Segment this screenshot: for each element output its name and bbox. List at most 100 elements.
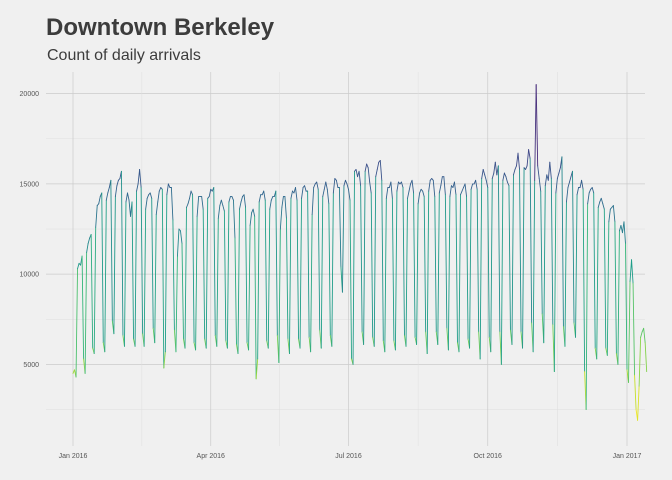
series-line-segment bbox=[550, 178, 554, 326]
series-line-segment bbox=[593, 192, 596, 349]
series-line-segment bbox=[349, 199, 352, 360]
series-line-segment bbox=[497, 165, 501, 333]
series-line-segment bbox=[438, 185, 442, 194]
series-line-segment bbox=[304, 185, 307, 192]
series-line-segment bbox=[532, 179, 536, 353]
series-line-segment bbox=[310, 214, 313, 353]
series-line-segment bbox=[338, 187, 342, 268]
series-line-segment bbox=[538, 178, 542, 192]
x-axis-tick-labels: Jan 2016 Apr 2016 Jul 2016 Oct 2016 Jan 2017 bbox=[59, 453, 642, 460]
series-line-segment bbox=[437, 192, 440, 345]
series-line-segment bbox=[364, 163, 368, 172]
series-line-segment bbox=[417, 192, 421, 205]
series-line-segment bbox=[320, 196, 324, 349]
series-line-segment bbox=[566, 187, 569, 203]
series-line-segment bbox=[270, 196, 274, 201]
series-line-segment bbox=[190, 190, 194, 196]
series-line-segment bbox=[505, 176, 508, 183]
series-line-segment bbox=[544, 174, 548, 187]
series-line-segment bbox=[151, 197, 154, 329]
series-line-segment bbox=[232, 199, 236, 239]
y-axis-tick-labels: 5000 10000 15000 20000 bbox=[20, 91, 40, 369]
series-line-segment bbox=[278, 228, 281, 364]
series-line-segment bbox=[316, 181, 319, 190]
series-line-segment bbox=[136, 183, 139, 192]
series-line-segment bbox=[201, 196, 204, 210]
series-line-segment bbox=[348, 188, 351, 201]
series-line-segment bbox=[385, 187, 389, 199]
series-line-segment bbox=[311, 187, 315, 216]
series-line-segment bbox=[401, 181, 404, 188]
series-line-segment bbox=[493, 161, 496, 174]
series-line-segment bbox=[575, 194, 578, 338]
series-line-segment bbox=[581, 179, 584, 190]
series-line-segment bbox=[625, 243, 628, 371]
series-line-segment bbox=[139, 169, 142, 188]
series-line-segment bbox=[154, 214, 157, 344]
series-line-segment bbox=[322, 188, 325, 197]
series-line-segment bbox=[323, 181, 327, 190]
series-line-segment bbox=[582, 188, 586, 373]
series-line-segment bbox=[537, 165, 540, 179]
series-line-segment bbox=[608, 208, 611, 223]
series-line-segment bbox=[299, 197, 303, 349]
series-line-segment bbox=[597, 201, 601, 208]
series-line-segment bbox=[216, 217, 219, 347]
series-line-segment bbox=[281, 196, 284, 208]
y-tick-label: 5000 bbox=[23, 362, 39, 369]
series-line-segment bbox=[290, 190, 293, 199]
series-line-segment bbox=[231, 196, 234, 201]
series-line-segment bbox=[279, 206, 283, 230]
series-line-segment bbox=[502, 172, 505, 181]
series-line-segment bbox=[555, 178, 558, 194]
series-line-segment bbox=[614, 221, 617, 355]
series-line-segment bbox=[396, 181, 399, 192]
series-line-segment bbox=[466, 196, 469, 340]
series-line-segment bbox=[634, 374, 637, 410]
series-line-segment bbox=[248, 224, 251, 351]
series-line-segment bbox=[284, 196, 287, 219]
series-line-segment bbox=[114, 185, 118, 197]
series-line-segment bbox=[444, 194, 448, 329]
series-line-segment bbox=[184, 206, 187, 349]
series-line-segment bbox=[313, 183, 316, 188]
series-line-segment bbox=[428, 179, 431, 192]
series-line-segment bbox=[529, 158, 533, 324]
series-line-segment bbox=[543, 185, 546, 344]
series-line-segment bbox=[275, 190, 278, 336]
series-line-segment bbox=[602, 203, 605, 210]
series-line-segment bbox=[264, 199, 268, 342]
series-line-segment bbox=[326, 188, 330, 205]
series-line-segment bbox=[352, 170, 355, 365]
series-line-segment bbox=[600, 197, 604, 205]
series-line-segment bbox=[402, 187, 405, 336]
series-line-segment bbox=[576, 187, 580, 196]
series-line-segment bbox=[606, 221, 610, 356]
series-line-segment bbox=[328, 203, 331, 336]
series-line-segment bbox=[629, 259, 632, 282]
series-line-segment bbox=[346, 183, 349, 190]
series-line-segment bbox=[332, 178, 336, 194]
series-line-segment bbox=[157, 190, 160, 203]
series-line-segment bbox=[422, 190, 425, 197]
series-line-segment bbox=[158, 187, 162, 192]
series-line-segment bbox=[146, 194, 150, 199]
series-line-segment bbox=[363, 170, 366, 345]
series-line-segment bbox=[295, 187, 298, 201]
series-line-segment bbox=[379, 159, 383, 181]
series-line-segment bbox=[556, 172, 560, 179]
series-line-segment bbox=[540, 190, 543, 315]
series-line-segment bbox=[643, 327, 646, 344]
series-line-segment bbox=[476, 188, 480, 333]
series-line-segment bbox=[77, 262, 80, 270]
arrivals-series bbox=[72, 84, 648, 421]
series-line-segment bbox=[163, 351, 166, 369]
series-line-segment bbox=[447, 196, 451, 351]
series-line-segment bbox=[116, 179, 119, 187]
series-line-segment bbox=[167, 183, 171, 188]
x-tick-label: Apr 2016 bbox=[197, 453, 226, 460]
series-line-segment bbox=[517, 152, 520, 170]
series-line-segment bbox=[202, 208, 206, 340]
series-line-segment bbox=[567, 181, 570, 188]
series-line-segment bbox=[638, 336, 642, 387]
